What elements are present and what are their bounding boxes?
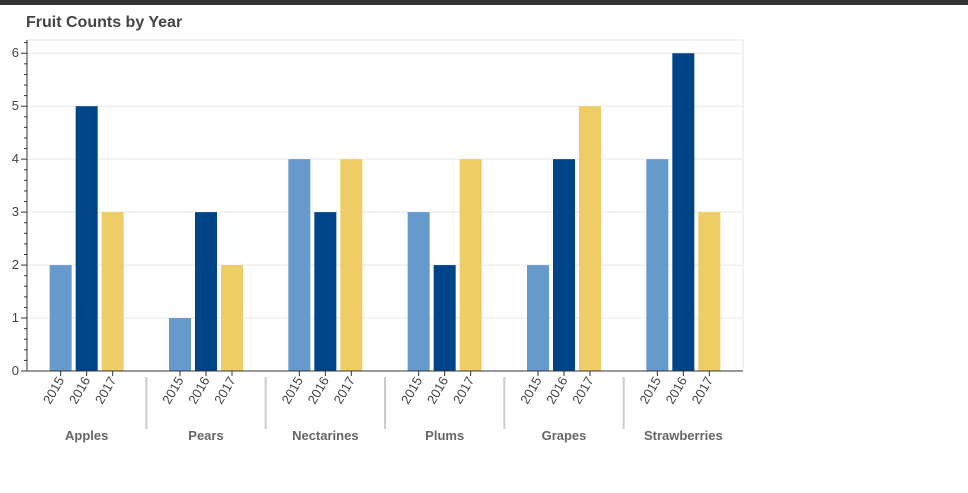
x-year-label: 2015 (636, 374, 663, 407)
x-year-label: 2017 (330, 374, 357, 407)
x-year-label: 2017 (92, 374, 119, 407)
x-year-label: 2015 (40, 374, 67, 407)
bar-plums-2016 (433, 265, 456, 371)
bar-nectarines-2017 (340, 159, 363, 371)
bar-pears-2015 (169, 318, 191, 371)
bar-pears-2017 (221, 265, 243, 371)
y-tick-label: 2 (12, 257, 19, 272)
bar-plums-2017 (459, 159, 482, 371)
bar-apples-2016 (75, 106, 98, 371)
bar-nectarines-2016 (314, 212, 337, 371)
x-year-label: 2015 (278, 374, 305, 407)
x-year-label: 2015 (398, 374, 425, 407)
y-tick-label: 0 (12, 363, 19, 378)
bar-nectarines-2015 (288, 159, 311, 371)
bar-grapes-2016 (553, 159, 575, 371)
x-year-label: 2016 (543, 374, 570, 407)
x-group-label: Grapes (542, 428, 587, 443)
bar-apples-2017 (101, 212, 124, 371)
y-tick-label: 6 (12, 45, 19, 60)
window-top-bar (0, 0, 968, 5)
plot-frame (26, 39, 744, 372)
chart-title: Fruit Counts by Year (26, 14, 183, 31)
x-year-label: 2015 (517, 374, 544, 407)
bar-grapes-2015 (527, 265, 549, 371)
bar-plums-2015 (407, 212, 430, 371)
x-year-label: 2017 (569, 374, 596, 407)
x-year-label: 2016 (662, 374, 689, 407)
x-year-label: 2017 (688, 374, 715, 407)
y-tick-label: 1 (12, 310, 19, 325)
y-tick-label: 4 (12, 151, 19, 166)
x-year-label: 2015 (159, 374, 186, 407)
x-group-label: Plums (425, 428, 464, 443)
x-year-label: 2016 (424, 374, 451, 407)
x-group-label: Apples (65, 428, 108, 443)
x-year-label: 2016 (185, 374, 212, 407)
x-group-label: Nectarines (292, 428, 358, 443)
x-year-label: 2017 (211, 374, 238, 407)
y-tick-label: 3 (12, 204, 19, 219)
bar-strawberries-2017 (698, 212, 721, 371)
bar-strawberries-2016 (672, 53, 695, 372)
y-tick-label: 5 (12, 98, 19, 113)
bar-strawberries-2015 (646, 159, 669, 371)
bar-grapes-2017 (579, 106, 601, 371)
x-year-label: 2016 (304, 374, 331, 407)
x-year-label: 2016 (66, 374, 93, 407)
x-group-label: Strawberries (644, 428, 723, 443)
bar-pears-2016 (195, 212, 217, 371)
bar-apples-2015 (49, 265, 72, 371)
x-year-label: 2017 (450, 374, 477, 407)
x-group-label: Pears (188, 428, 223, 443)
